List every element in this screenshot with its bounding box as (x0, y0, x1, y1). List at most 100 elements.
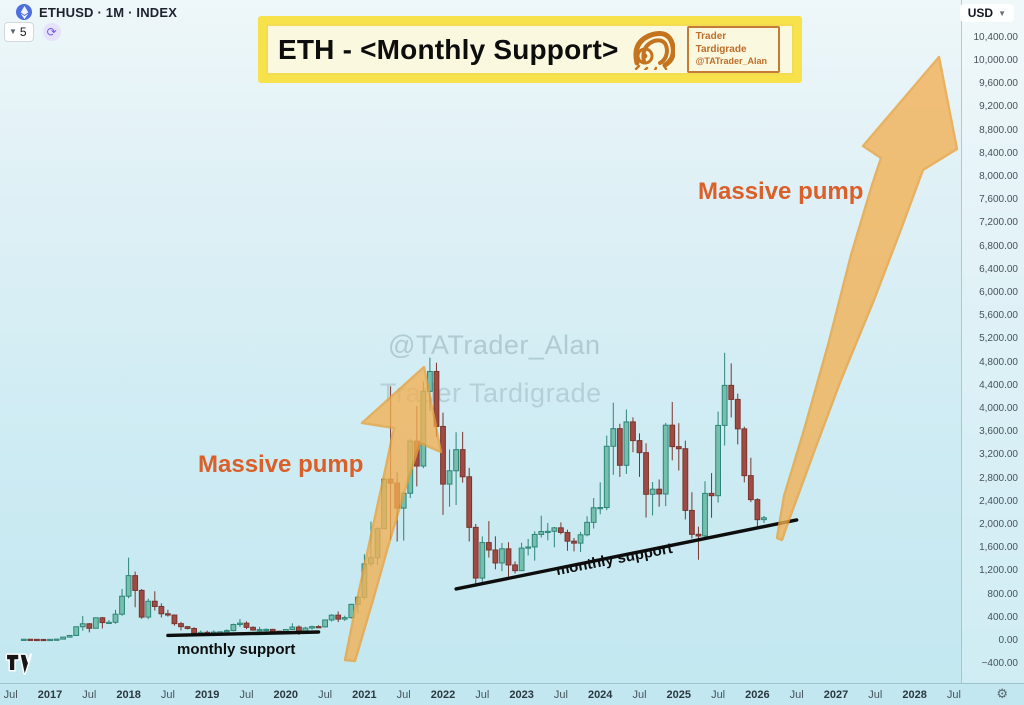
candle-body (485, 542, 492, 551)
candle-body (538, 531, 545, 535)
axis-settings-gear-icon[interactable]: ⚙ (996, 686, 1008, 701)
support-trendline[interactable] (166, 630, 321, 638)
candle-body (158, 605, 165, 615)
candle-body (86, 623, 93, 629)
candle-body (132, 575, 139, 591)
candle-body (479, 542, 486, 579)
massive-pump-label-left[interactable]: Massive pump (198, 451, 364, 478)
currency-selector[interactable]: USD ▼ (959, 4, 1014, 22)
price-tick: 4,400.00 (979, 379, 1018, 391)
candle-body (92, 617, 99, 629)
candle-body (440, 425, 446, 485)
candle-body (472, 526, 479, 579)
price-tick: 1,600.00 (979, 542, 1018, 554)
price-tick: 5,200.00 (979, 333, 1018, 345)
candle-body (237, 622, 243, 626)
candle-body (662, 424, 669, 495)
candle-body (106, 621, 112, 625)
time-tick-month: Jul (632, 689, 647, 701)
candle-body (191, 628, 197, 634)
candle-body (702, 492, 708, 537)
price-tick: 8,000.00 (979, 171, 1018, 182)
price-tick: 3,200.00 (979, 449, 1018, 461)
candle-body (171, 614, 178, 625)
price-tick: 2,000.00 (979, 519, 1018, 530)
tradingview-logo[interactable] (5, 652, 33, 683)
candle-body (184, 626, 191, 630)
time-tick-year: 2022 (430, 689, 456, 701)
candle-body (505, 548, 512, 566)
candle-body (40, 638, 47, 642)
candle-body (754, 499, 761, 521)
price-tick: 6,000.00 (979, 287, 1018, 298)
candle-body (269, 628, 276, 632)
watermark-handle: @TATrader_Alan (388, 330, 601, 360)
candle-body (728, 384, 735, 400)
candle-body (544, 530, 551, 534)
candle-body (73, 626, 80, 636)
massive-pump-label-right[interactable]: Massive pump (698, 178, 864, 205)
object-tree-toggle[interactable]: ▼ 5 (4, 22, 34, 42)
price-tick: 6,400.00 (979, 263, 1018, 275)
candle-body (499, 548, 505, 564)
time-tick-year: 2018 (116, 689, 141, 701)
symbol-header[interactable]: ETHUSD · 1M · INDEX (16, 4, 177, 20)
candle-body (453, 449, 460, 472)
price-axis[interactable]: 10,400.00 10,000.00 9,600.00 9,200.00 8,800.… (961, 0, 1024, 683)
candle-body (577, 534, 584, 544)
candle-body (564, 531, 571, 542)
tardigrade-logo (631, 30, 675, 70)
price-tick: 4,000.00 (979, 403, 1018, 414)
price-tick: 7,200.00 (979, 217, 1018, 229)
refresh-icon[interactable]: ⟳ (42, 23, 61, 41)
candle-body (649, 488, 656, 495)
candle-body (459, 449, 466, 478)
candle-body (256, 629, 263, 632)
candle-body (151, 600, 158, 607)
candle-body (630, 421, 636, 442)
price-tick: 2,800.00 (979, 472, 1018, 484)
price-tick: 9,600.00 (979, 78, 1018, 90)
price-tick: 4,800.00 (979, 356, 1018, 368)
candle-body (138, 589, 145, 618)
candle-body (165, 613, 171, 616)
price-tick: 8,400.00 (979, 147, 1018, 159)
candle-body (289, 626, 296, 631)
support-trendline[interactable] (454, 518, 799, 591)
candle-body (689, 509, 695, 535)
price-tick: 1,200.00 (979, 565, 1018, 577)
candle-body (761, 517, 767, 521)
price-tick: 7,600.00 (979, 194, 1018, 206)
time-tick-month: Jul (946, 689, 961, 701)
time-tick-month: Jul (318, 689, 333, 701)
price-tick: 800.00 (987, 588, 1018, 600)
price-tick: 0.00 (998, 635, 1018, 646)
candle-body (145, 600, 152, 618)
candle-body (20, 638, 27, 641)
candle-body (99, 617, 106, 624)
author-badge: Trader Tardigrade @TATrader_Alan (686, 26, 780, 73)
time-tick-year: 2025 (666, 689, 692, 701)
price-tick: 400.00 (987, 611, 1018, 623)
candle-body (512, 564, 518, 572)
candle-body (34, 638, 40, 642)
candle-body (643, 452, 649, 495)
candle-body (531, 533, 538, 548)
time-axis[interactable]: Jul 2017 Jul 2018 Jul 2019 Jul 2020 Jul 2021 Jul 20… (0, 683, 1024, 705)
massive-pump-arrow[interactable] (343, 365, 443, 663)
time-tick-year: 2019 (194, 689, 220, 701)
candle-body (721, 384, 728, 426)
candle-body (551, 527, 558, 532)
price-tick: 6,800.00 (979, 240, 1018, 252)
candle-body (263, 628, 270, 632)
chart-controls: ▼ 5 ⟳ (4, 22, 61, 42)
candle-body (328, 614, 335, 621)
massive-pump-arrow[interactable] (775, 55, 959, 542)
monthly-support-label-left[interactable]: monthly support (177, 641, 296, 658)
title-banner[interactable]: ETH - <Monthly Support> Trader Tardigrad… (258, 16, 802, 83)
candle-body (223, 630, 230, 633)
time-tick-month: Jul (160, 689, 175, 701)
time-tick-year: 2027 (823, 689, 849, 701)
